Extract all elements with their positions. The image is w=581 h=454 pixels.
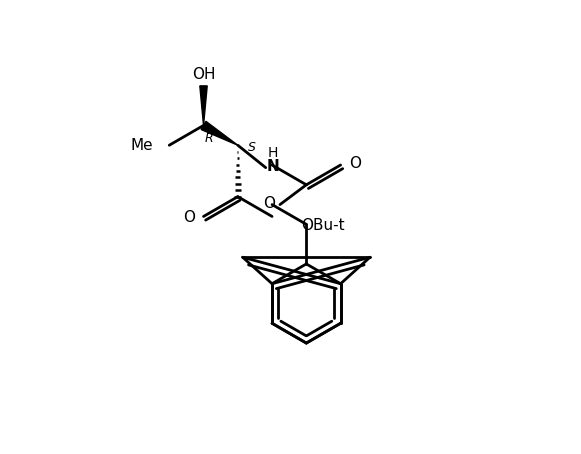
Text: OBu-t: OBu-t xyxy=(301,218,345,233)
Polygon shape xyxy=(200,86,207,125)
Text: S: S xyxy=(248,141,256,154)
Text: Me: Me xyxy=(131,138,153,153)
Text: OH: OH xyxy=(192,67,216,82)
Text: O: O xyxy=(349,157,361,172)
Text: N: N xyxy=(267,158,279,173)
Text: O: O xyxy=(263,196,275,211)
Text: R: R xyxy=(205,132,213,145)
Text: O: O xyxy=(183,210,195,225)
Text: H: H xyxy=(268,146,278,160)
Polygon shape xyxy=(201,121,238,145)
